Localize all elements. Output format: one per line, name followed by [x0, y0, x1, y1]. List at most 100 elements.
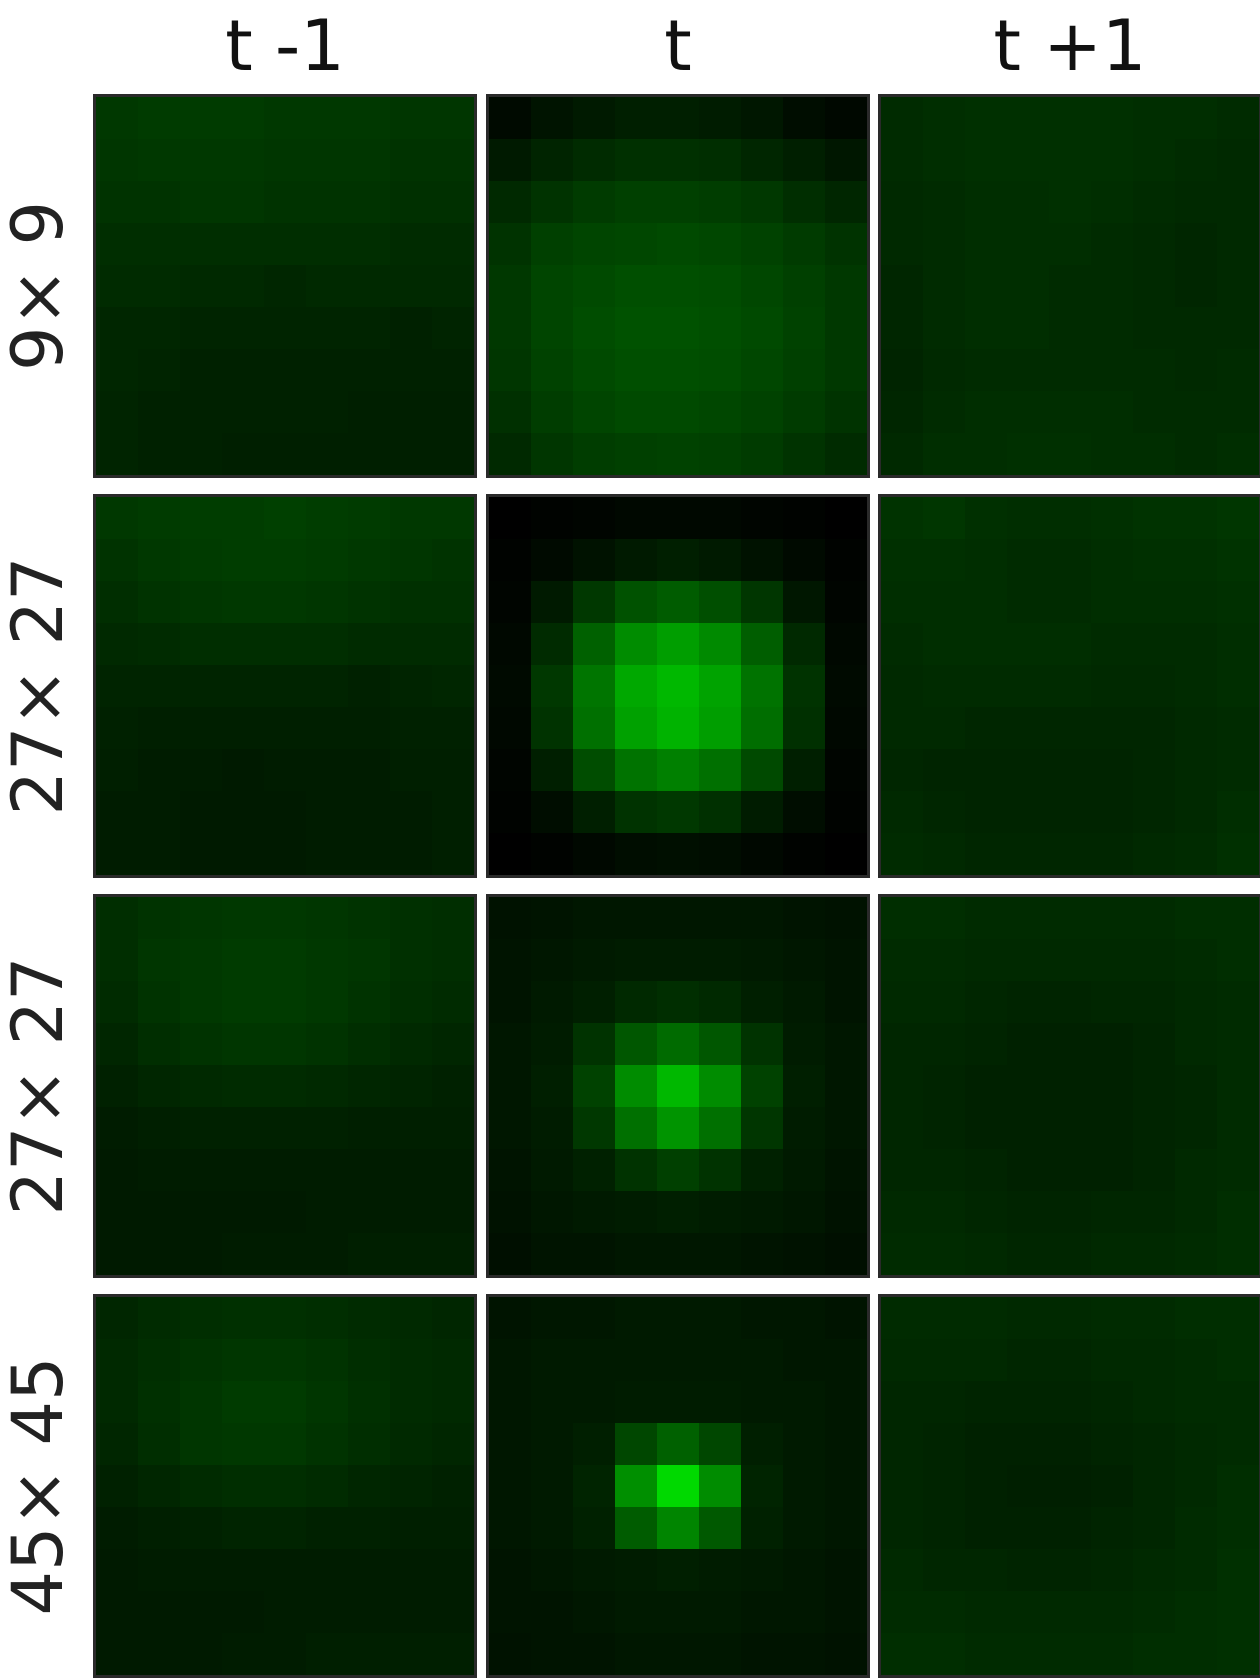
heatmap-cell: [923, 581, 966, 624]
heatmap-panel-r0-c1: [486, 94, 870, 478]
heatmap-cell: [222, 623, 265, 666]
heatmap-cell: [222, 1107, 265, 1150]
heatmap-cell: [825, 1023, 867, 1066]
heatmap-cell: [180, 181, 223, 224]
heatmap-cell: [138, 497, 181, 540]
heatmap-cell: [923, 433, 966, 475]
heatmap-cell: [1133, 897, 1176, 940]
heatmap-cell: [1091, 981, 1134, 1024]
heatmap-cell: [1007, 1339, 1050, 1382]
heatmap-cell: [615, 539, 658, 582]
heatmap-cell: [96, 181, 139, 224]
heatmap-cell: [348, 1507, 391, 1550]
heatmap-cell: [657, 939, 700, 982]
heatmap-cell: [306, 581, 349, 624]
heatmap-cell: [881, 791, 924, 834]
heatmap-cell: [531, 581, 574, 624]
heatmap-cell: [1049, 181, 1092, 224]
heatmap-cell: [1007, 581, 1050, 624]
heatmap-cell: [965, 581, 1008, 624]
heatmap-cell: [657, 139, 700, 182]
heatmap-cell: [222, 433, 265, 475]
heatmap-cell: [825, 833, 867, 875]
heatmap-cell: [1091, 1423, 1134, 1466]
heatmap-cell: [306, 665, 349, 708]
heatmap-panel-r3-c0: [93, 1294, 477, 1678]
heatmap-cell: [881, 139, 924, 182]
heatmap-cell: [1091, 539, 1134, 582]
heatmap-cell: [432, 97, 474, 140]
heatmap-cell: [699, 1633, 742, 1675]
heatmap-cell: [489, 391, 532, 434]
heatmap-cell: [741, 581, 784, 624]
row-label-27x27-b: 27× 27: [0, 956, 79, 1216]
heatmap-cell: [180, 791, 223, 834]
heatmap-cell: [432, 665, 474, 708]
heatmap-cell: [573, 1023, 616, 1066]
heatmap-cell: [741, 349, 784, 392]
heatmap-cell: [531, 1297, 574, 1340]
heatmap-cell: [390, 623, 433, 666]
heatmap-cell: [923, 1549, 966, 1592]
heatmap-cell: [1217, 1423, 1259, 1466]
heatmap-cell: [348, 1297, 391, 1340]
heatmap-cell: [615, 1297, 658, 1340]
heatmap-cell: [1091, 581, 1134, 624]
heatmap-cell: [138, 307, 181, 350]
heatmap-cell: [657, 97, 700, 140]
heatmap-cell: [390, 939, 433, 982]
heatmap-cell: [573, 1297, 616, 1340]
heatmap-cell: [264, 1023, 307, 1066]
heatmap-cell: [531, 623, 574, 666]
heatmap-cell: [881, 1549, 924, 1592]
heatmap-cell: [348, 707, 391, 750]
heatmap-cell: [1217, 497, 1259, 540]
heatmap-cell: [783, 623, 826, 666]
heatmap-cell: [783, 1297, 826, 1340]
heatmap-cell: [180, 1381, 223, 1424]
heatmap-cell: [657, 1423, 700, 1466]
heatmap-cell: [741, 97, 784, 140]
heatmap-cell: [222, 97, 265, 140]
heatmap-cell: [264, 707, 307, 750]
heatmap-cell: [965, 791, 1008, 834]
heatmap-cell: [573, 1465, 616, 1508]
heatmap-cell: [783, 349, 826, 392]
heatmap-cell: [923, 391, 966, 434]
heatmap-cell: [965, 665, 1008, 708]
row-label-45x45: 45× 45: [0, 1356, 79, 1616]
heatmap-cell: [180, 1233, 223, 1275]
heatmap-cell: [615, 1233, 658, 1275]
heatmap-cell: [923, 1381, 966, 1424]
heatmap-cell: [741, 791, 784, 834]
heatmap-cell: [489, 939, 532, 982]
heatmap-cell: [390, 97, 433, 140]
heatmap-cell: [390, 497, 433, 540]
heatmap-cell: [825, 391, 867, 434]
heatmap-cell: [615, 1107, 658, 1150]
heatmap-cell: [96, 139, 139, 182]
heatmap-cell: [96, 1191, 139, 1234]
heatmap-cell: [264, 97, 307, 140]
heatmap-cell: [615, 433, 658, 475]
heatmap-cell: [657, 1633, 700, 1675]
heatmap-cell: [615, 939, 658, 982]
heatmap-cell: [699, 139, 742, 182]
heatmap-cell: [348, 265, 391, 308]
heatmap-cell: [1049, 1507, 1092, 1550]
heatmap-cell: [1217, 1339, 1259, 1382]
heatmap-cell: [222, 223, 265, 266]
heatmap-cell: [432, 707, 474, 750]
heatmap-cell: [1175, 1107, 1218, 1150]
heatmap-cell: [1133, 497, 1176, 540]
heatmap-cell: [1175, 665, 1218, 708]
heatmap-cell: [699, 265, 742, 308]
heatmap-cell: [1049, 749, 1092, 792]
heatmap-cell: [657, 1381, 700, 1424]
heatmap-cell: [965, 223, 1008, 266]
heatmap-cell: [432, 1591, 474, 1634]
heatmap-cell: [432, 897, 474, 940]
heatmap-cell: [348, 1339, 391, 1382]
heatmap-cell: [923, 97, 966, 140]
